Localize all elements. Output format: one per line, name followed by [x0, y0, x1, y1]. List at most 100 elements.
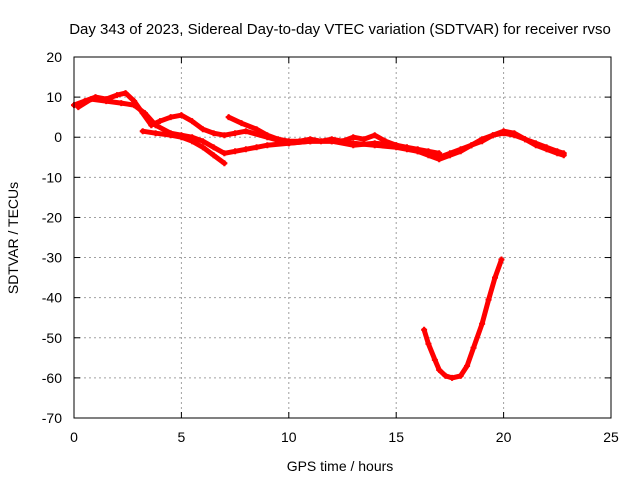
data-point — [296, 138, 303, 145]
data-point — [457, 372, 464, 379]
data-point — [414, 146, 421, 153]
y-axis-label: SDTVAR / TECUs — [5, 182, 21, 294]
data-point — [141, 110, 148, 117]
data-point — [489, 132, 496, 139]
data-point — [199, 144, 206, 151]
data-point — [178, 134, 185, 141]
data-point — [103, 98, 110, 105]
data-point — [221, 132, 228, 139]
data-point — [492, 274, 499, 281]
plot-frame — [73, 56, 612, 419]
x-tick-label: 15 — [388, 429, 404, 445]
data-point — [446, 152, 453, 159]
data-point — [152, 122, 159, 129]
data-point — [425, 148, 432, 155]
data-point — [167, 132, 174, 139]
data-point — [225, 114, 232, 121]
chart-title: Day 343 of 2023, Sidereal Day-to-day VTE… — [69, 21, 611, 38]
data-point — [468, 142, 475, 149]
data-point — [500, 130, 507, 137]
data-point — [543, 146, 550, 153]
data-point — [360, 136, 367, 143]
data-point — [318, 138, 325, 145]
data-point — [560, 152, 567, 159]
data-point — [498, 256, 505, 263]
y-tick-label: -40 — [42, 290, 62, 306]
data-point — [442, 372, 449, 379]
data-point — [371, 142, 378, 149]
data-point — [238, 120, 245, 127]
data-point — [221, 160, 228, 167]
x-tick-label: 0 — [70, 429, 78, 445]
data-point — [210, 152, 217, 159]
data-point — [479, 320, 486, 327]
y-tick-label: -30 — [42, 250, 62, 266]
data-point — [242, 146, 249, 153]
data-point — [328, 136, 335, 143]
data-point — [532, 142, 539, 149]
data-point — [371, 132, 378, 139]
data-point — [189, 118, 196, 125]
data-point — [554, 150, 561, 157]
data-point — [264, 132, 271, 139]
y-tick-label: 20 — [46, 49, 62, 65]
data-point — [449, 374, 456, 381]
data-point — [199, 138, 206, 145]
data-point — [131, 102, 138, 109]
data-point — [275, 136, 282, 143]
data-point — [189, 138, 196, 145]
data-point — [122, 90, 129, 97]
data-point — [431, 356, 438, 363]
series-line-track-a — [71, 90, 567, 160]
data-point — [307, 136, 314, 143]
data-point — [253, 144, 260, 151]
data-point — [425, 340, 432, 347]
data-point — [436, 156, 443, 163]
data-point — [178, 112, 185, 119]
data-point — [485, 296, 492, 303]
data-point — [253, 126, 260, 133]
data-point — [350, 140, 357, 147]
y-tick-label: -70 — [42, 410, 62, 426]
data-point — [210, 144, 217, 151]
y-tick-label: 10 — [46, 89, 62, 105]
data-point — [167, 114, 174, 121]
data-point — [403, 144, 410, 151]
x-tick-label: 5 — [178, 429, 186, 445]
y-tick-label: -60 — [42, 370, 62, 386]
data-point — [436, 366, 443, 373]
data-point — [470, 344, 477, 351]
axis-ticks: 0 5 10 15 20 25 20 10 0 -10 -20 -30 -40 -50 -60 -70 — [42, 49, 619, 445]
data-point — [479, 136, 486, 143]
data-point — [199, 126, 206, 133]
data-point — [421, 326, 428, 333]
data-point — [156, 118, 163, 125]
data-point — [285, 138, 292, 145]
data-point — [522, 136, 529, 143]
data-point — [464, 362, 471, 369]
x-tick-label: 25 — [603, 429, 619, 445]
series-group — [71, 90, 567, 381]
data-point — [139, 128, 146, 135]
data-point — [350, 134, 357, 141]
data-point — [511, 132, 518, 139]
data-point — [264, 142, 271, 149]
x-tick-label: 20 — [496, 429, 512, 445]
data-point — [75, 104, 82, 111]
data-point — [113, 92, 120, 99]
data-point — [88, 96, 95, 103]
data-point — [210, 130, 217, 137]
data-point — [339, 138, 346, 145]
y-tick-label: 0 — [54, 129, 62, 145]
y-tick-label: -50 — [42, 330, 62, 346]
data-point — [457, 148, 464, 155]
y-tick-label: -10 — [42, 169, 62, 185]
data-point — [436, 150, 443, 157]
x-axis-label: GPS time / hours — [287, 458, 394, 474]
data-point — [382, 138, 389, 145]
grid-lines — [74, 57, 611, 418]
x-tick-label: 10 — [281, 429, 297, 445]
data-point — [232, 148, 239, 155]
data-point — [232, 130, 239, 137]
